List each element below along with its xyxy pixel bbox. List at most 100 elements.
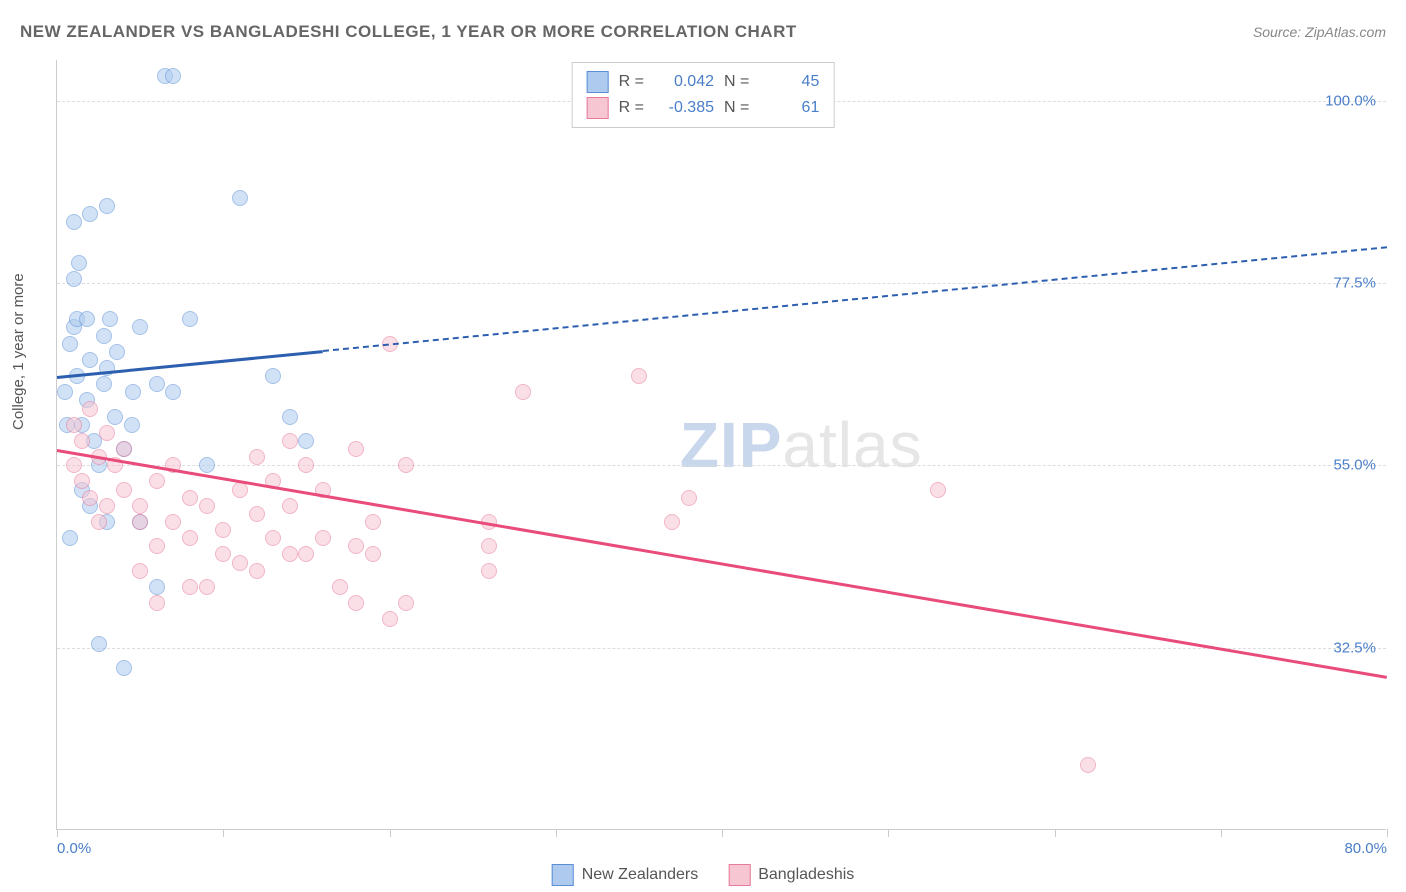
data-point xyxy=(930,482,946,498)
x-tick xyxy=(223,829,224,837)
data-point xyxy=(398,457,414,473)
data-point xyxy=(282,433,298,449)
data-point xyxy=(82,206,98,222)
data-point xyxy=(124,417,140,433)
data-point xyxy=(82,352,98,368)
x-tick xyxy=(1387,829,1388,837)
data-point xyxy=(215,546,231,562)
data-point xyxy=(1080,757,1096,773)
y-tick-label: 32.5% xyxy=(1333,639,1376,656)
gridline xyxy=(57,648,1386,649)
source-label: Source: ZipAtlas.com xyxy=(1253,24,1386,40)
legend-item: New Zealanders xyxy=(552,864,699,886)
data-point xyxy=(249,449,265,465)
data-point xyxy=(398,595,414,611)
n-label: N = xyxy=(724,73,749,91)
data-point xyxy=(116,441,132,457)
data-point xyxy=(182,579,198,595)
data-point xyxy=(96,376,112,392)
legend-series: New ZealandersBangladeshis xyxy=(552,864,855,886)
data-point xyxy=(315,530,331,546)
r-label: R = xyxy=(619,73,644,91)
data-point xyxy=(99,198,115,214)
data-point xyxy=(382,611,398,627)
y-tick-label: 55.0% xyxy=(1333,457,1376,474)
data-point xyxy=(79,311,95,327)
data-point xyxy=(99,425,115,441)
data-point xyxy=(298,457,314,473)
data-point xyxy=(282,546,298,562)
data-point xyxy=(91,636,107,652)
x-tick xyxy=(722,829,723,837)
data-point xyxy=(365,546,381,562)
y-tick-label: 77.5% xyxy=(1333,274,1376,291)
data-point xyxy=(82,401,98,417)
x-tick-label: 0.0% xyxy=(57,840,91,857)
data-point xyxy=(62,530,78,546)
data-point xyxy=(62,336,78,352)
data-point xyxy=(74,473,90,489)
data-point xyxy=(664,514,680,530)
n-label: N = xyxy=(724,99,749,117)
data-point xyxy=(132,319,148,335)
chart-title: NEW ZEALANDER VS BANGLADESHI COLLEGE, 1 … xyxy=(20,22,797,42)
data-point xyxy=(481,538,497,554)
chart-container: NEW ZEALANDER VS BANGLADESHI COLLEGE, 1 … xyxy=(0,0,1406,892)
data-point xyxy=(57,384,73,400)
legend-swatch xyxy=(587,97,609,119)
data-point xyxy=(96,328,112,344)
legend-stat-row: R =0.042N =45 xyxy=(587,69,820,95)
data-point xyxy=(199,498,215,514)
data-point xyxy=(215,522,231,538)
watermark: ZIPatlas xyxy=(680,408,923,482)
data-point xyxy=(165,514,181,530)
data-point xyxy=(116,660,132,676)
data-point xyxy=(265,368,281,384)
data-point xyxy=(165,384,181,400)
data-point xyxy=(149,595,165,611)
x-tick xyxy=(888,829,889,837)
legend-stat-row: R =-0.385N =61 xyxy=(587,95,820,121)
data-point xyxy=(71,255,87,271)
y-tick-label: 100.0% xyxy=(1325,92,1376,109)
r-value: 0.042 xyxy=(654,73,714,91)
data-point xyxy=(132,563,148,579)
legend-stats: R =0.042N =45R =-0.385N =61 xyxy=(572,62,835,128)
data-point xyxy=(165,68,181,84)
data-point xyxy=(515,384,531,400)
data-point xyxy=(348,538,364,554)
data-point xyxy=(182,530,198,546)
data-point xyxy=(91,514,107,530)
data-point xyxy=(282,409,298,425)
x-tick xyxy=(556,829,557,837)
data-point xyxy=(109,344,125,360)
data-point xyxy=(66,457,82,473)
x-tick xyxy=(1221,829,1222,837)
x-tick xyxy=(390,829,391,837)
trend-line xyxy=(323,246,1387,352)
data-point xyxy=(132,498,148,514)
data-point xyxy=(681,490,697,506)
gridline xyxy=(57,465,1386,466)
data-point xyxy=(74,433,90,449)
legend-label: New Zealanders xyxy=(582,866,699,883)
x-tick xyxy=(1055,829,1056,837)
data-point xyxy=(66,214,82,230)
legend-swatch xyxy=(587,71,609,93)
data-point xyxy=(199,579,215,595)
r-value: -0.385 xyxy=(654,99,714,117)
data-point xyxy=(149,473,165,489)
legend-swatch xyxy=(728,864,750,886)
legend-swatch xyxy=(552,864,574,886)
data-point xyxy=(348,441,364,457)
data-point xyxy=(298,546,314,562)
r-label: R = xyxy=(619,99,644,117)
data-point xyxy=(232,555,248,571)
data-point xyxy=(82,490,98,506)
x-tick xyxy=(57,829,58,837)
data-point xyxy=(182,490,198,506)
y-axis-label: College, 1 year or more xyxy=(10,273,27,430)
data-point xyxy=(282,498,298,514)
data-point xyxy=(99,498,115,514)
data-point xyxy=(199,457,215,473)
